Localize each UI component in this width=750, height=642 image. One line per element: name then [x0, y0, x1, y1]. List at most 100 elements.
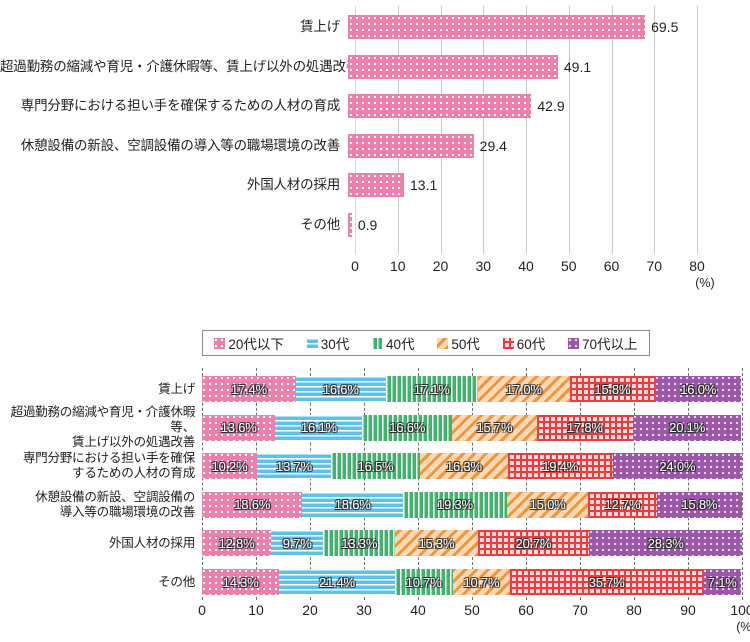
bottom-chart-segment: 16.5% [330, 453, 420, 480]
bottom-chart-segment: 16.6% [295, 376, 386, 402]
bottom-chart-segment-label: 16.6% [322, 381, 359, 397]
top-chart-row-label: 休憩設備の新設、空調設備の導入等の職場環境の改善 [20, 137, 340, 153]
bottom-chart-segment: 15.0% [507, 491, 589, 518]
bottom-chart-tick-label: 40 [410, 602, 426, 618]
legend-item[interactable]: 60代 [502, 333, 545, 353]
bottom-chart-segment: 12.7% [588, 491, 657, 518]
top-chart-tick-label: 20 [432, 258, 449, 274]
bottom-chart-segment-label: 16.6% [389, 420, 426, 436]
legend-item[interactable]: 70代以上 [568, 333, 638, 353]
bottom-chart-segment-label: 12.8% [218, 535, 255, 551]
bottom-chart-segment: 13.3% [323, 530, 396, 557]
top-chart-tick-label: 70 [646, 258, 663, 274]
bottom-chart-tick-label: 60 [518, 602, 534, 618]
bottom-chart-segment: 12.8% [202, 530, 272, 557]
bottom-chart-segment-label: 35.7% [588, 574, 625, 590]
bottom-chart-segment-label: 12.7% [604, 497, 641, 513]
bottom-chart-row-label: 専門分野における担い手を確保 するための人材の育成 [22, 451, 195, 481]
legend-item-label: 30代 [320, 337, 350, 352]
top-chart-row: 外国人材の採用 13.1 [0, 166, 750, 204]
bottom-chart-segment-label: 9.7% [282, 535, 312, 551]
bottom-chart-segment: 10.7% [394, 569, 453, 595]
bottom-stacked-bar-chart: 20代以下 30代 40代 50代 60代 70代以上 賃上げ 17.4% 16.6% 17.1… [0, 300, 750, 642]
bottom-chart-segment-label: 16.3% [445, 458, 482, 474]
bottom-chart-row: 超過勤務の縮減や育児・介護休暇等、 賃上げ以外の処遇改善 13.6% 16.1% 16… [0, 405, 750, 450]
top-chart-bar [348, 15, 646, 39]
legend-item[interactable]: 50代 [437, 333, 480, 353]
bottom-chart-segment: 16.6% [362, 414, 452, 441]
bottom-chart-segment-label: 16.5% [357, 458, 394, 474]
bottom-chart-segment: 16.3% [419, 453, 508, 480]
top-bar-chart: 賃上げ 69.5 超過勤務の縮減や育児・介護休暇等、賃上げ以外の処遇改善 49.1 専門… [0, 0, 750, 300]
bottom-chart-tick-label: 10 [248, 602, 264, 618]
bottom-chart-segment: 15.8% [569, 376, 656, 402]
top-chart-bar-container: 0.9 [348, 212, 750, 237]
legend-swatch-icon [372, 337, 384, 349]
top-chart-value-label: 13.1 [410, 177, 438, 193]
bottom-chart-segment-label: 17.8% [566, 420, 603, 436]
bottom-chart-segment-label: 13.6% [220, 420, 257, 436]
top-chart-row-label: 専門分野における担い手を確保するための人材の育成 [20, 98, 340, 114]
legend-item[interactable]: 20代以下 [214, 333, 284, 353]
legend-item-label: 40代 [386, 337, 415, 352]
bottom-chart-segment: 21.4% [279, 569, 395, 595]
top-chart-row-label: その他 [300, 216, 340, 232]
bottom-chart-segment: 10.2% [202, 453, 258, 480]
bottom-chart-segment-label: 13.3% [341, 535, 378, 551]
bottom-chart-segment-label: 15.8% [594, 381, 631, 397]
bottom-chart-segment: 15.3% [395, 530, 478, 557]
bottom-chart-segment-label: 10.7% [463, 574, 500, 590]
top-chart-row-label: 賃上げ [300, 19, 340, 35]
legend-item[interactable]: 40代 [372, 333, 415, 353]
bottom-chart-segment-label: 15.3% [418, 535, 455, 551]
bottom-chart-bar-container: 17.4% 16.6% 17.1% 17.0% 15.8% 16.0% [202, 376, 742, 402]
bottom-chart-segment: 19.4% [507, 453, 613, 480]
bottom-chart-segment: 24.0% [612, 453, 743, 480]
legend-swatch-icon [568, 337, 580, 349]
bottom-chart-segment-label: 21.4% [319, 574, 355, 590]
bottom-chart-row-label: 超過勤務の縮減や育児・介護休暇等、 賃上げ以外の処遇改善 [10, 405, 196, 450]
top-chart-tick-label: 30 [475, 258, 492, 274]
bottom-chart-segment: 17.1% [385, 376, 478, 402]
bottom-chart-segment: 10.7% [452, 569, 511, 595]
bottom-chart-x-axis-ticks: 0 10 20 30 40 50 60 70 80 90 100 [0, 602, 750, 622]
bottom-chart-bar-container: 12.8% 9.7% 13.3% 15.3% 20.7% 28.3% [202, 530, 742, 557]
bottom-chart-segment: 14.3% [202, 569, 280, 595]
top-chart-tick-label: 0 [351, 258, 359, 274]
bottom-chart-segment: 9.7% [271, 530, 324, 557]
top-chart-bar-container: 13.1 [348, 173, 750, 197]
bottom-chart-segment: 13.7% [257, 453, 331, 480]
top-chart-unit-label: (%) [695, 276, 715, 290]
bottom-chart-segment: 13.6% [202, 414, 276, 441]
bottom-chart-segment-label: 19.4% [542, 458, 579, 474]
bottom-chart-row-label: 休憩設備の新設、空調設備の 導入等の職場環境の改善 [35, 489, 195, 519]
bottom-chart-segment-label: 28.3% [647, 535, 684, 551]
top-chart-row: 賃上げ 69.5 [0, 8, 750, 46]
top-chart-bar [348, 173, 404, 197]
bottom-chart-row: 休憩設備の新設、空調設備の 導入等の職場環境の改善 18.6% 18.6% 19.3%… [0, 485, 750, 525]
bottom-chart-bar-container: 14.3% 21.4% 10.7% 10.7% 35.7% 7.1% [202, 569, 742, 595]
bottom-chart-row: 賃上げ 17.4% 16.6% 17.1% 17.0% 15.8% 16.0% [0, 369, 750, 409]
legend-swatch-icon [306, 337, 318, 349]
bottom-chart-segment-label: 16.1% [300, 420, 337, 436]
bottom-chart-row-label: その他 [158, 574, 195, 589]
legend-swatch-icon [214, 337, 226, 349]
top-chart-bar-container: 49.1 [348, 54, 750, 79]
bottom-chart-tick-label: 100 [730, 602, 750, 618]
top-chart-x-axis-ticks: 0 10 20 30 40 50 60 70 80 [0, 258, 750, 278]
bottom-chart-segment: 18.6% [302, 491, 403, 518]
top-chart-tick-label: 40 [518, 258, 534, 274]
bottom-chart-segment-label: 15.8% [681, 497, 718, 513]
bottom-chart-segment: 20.7% [477, 530, 590, 557]
legend-item-label: 20代以下 [228, 337, 284, 352]
bottom-chart-segment: 19.3% [402, 491, 508, 518]
bottom-chart-segment: 7.1% [703, 569, 742, 595]
legend-swatch-icon [502, 337, 514, 349]
bottom-chart-segment: 28.3% [589, 530, 742, 557]
legend-item[interactable]: 30代 [306, 333, 350, 353]
top-chart-value-label: 29.4 [479, 137, 507, 154]
bottom-chart-row: 外国人材の採用 12.8% 9.7% 13.3% 15.3% 20.7% 28.3% [0, 523, 750, 563]
top-chart-value-label: 42.9 [537, 98, 565, 114]
bottom-chart-segment-label: 24.0% [659, 458, 696, 474]
bottom-chart-segment: 20.1% [632, 414, 742, 441]
